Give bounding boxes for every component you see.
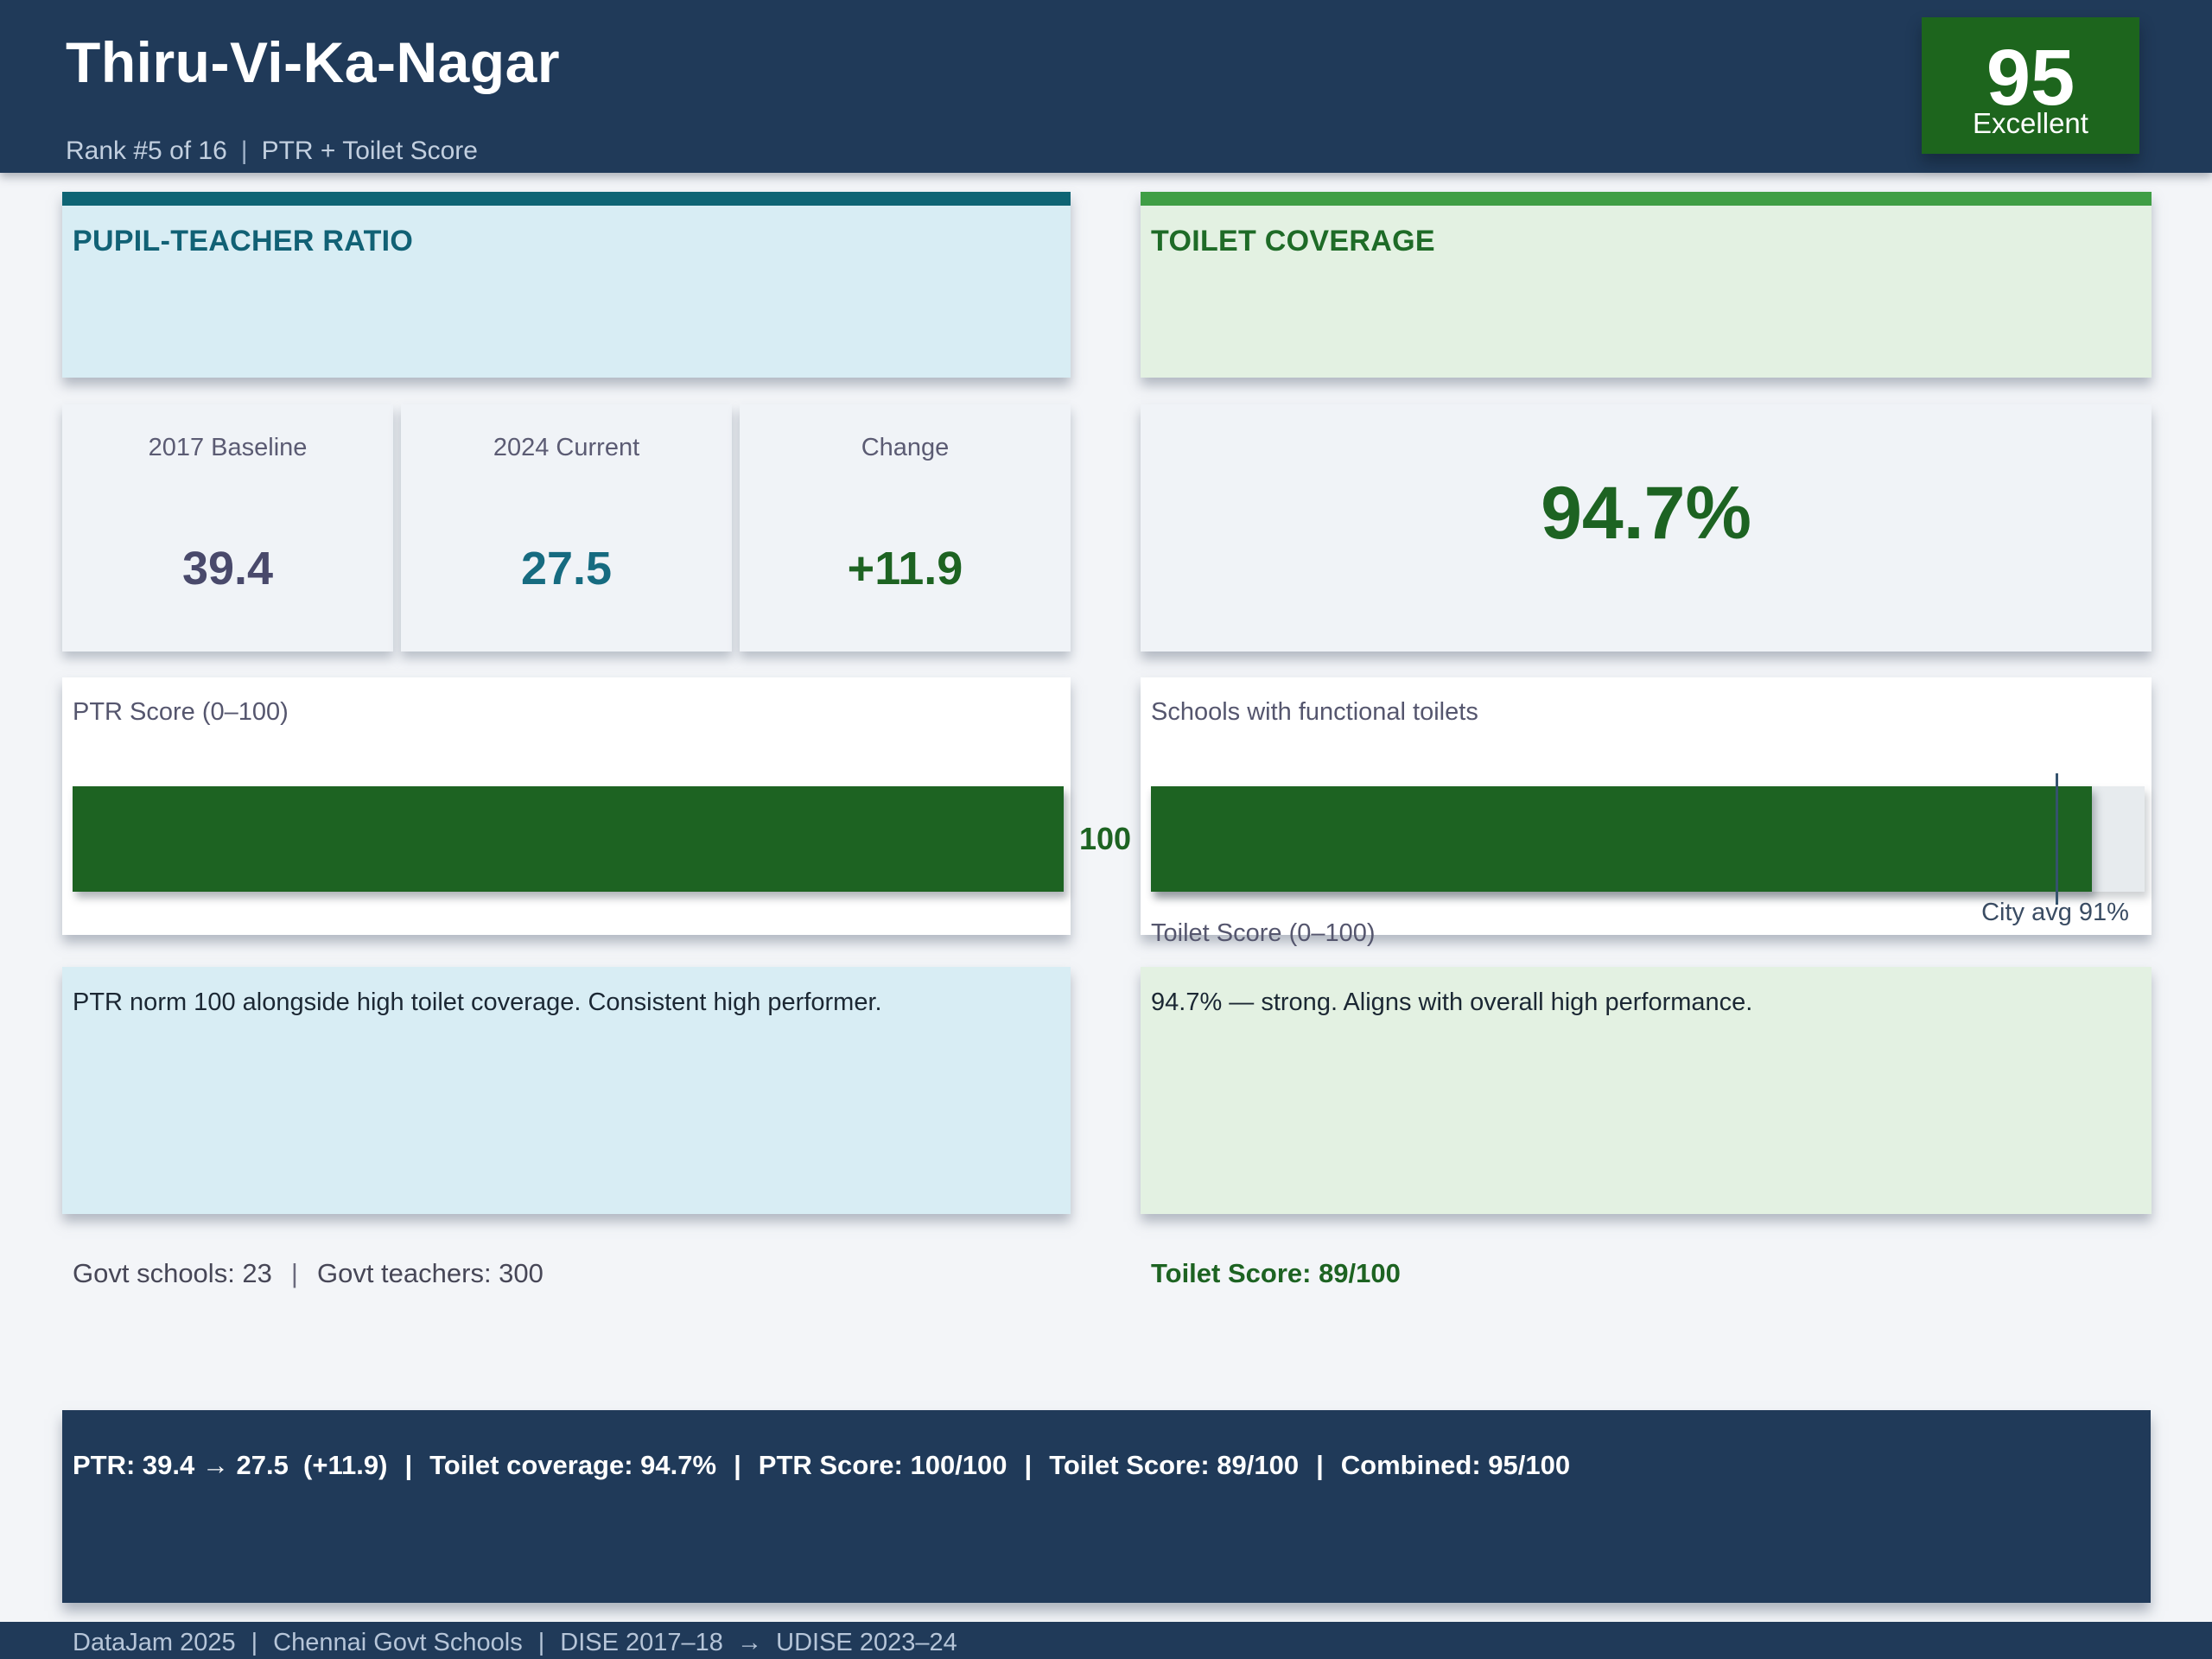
rank-text: Rank #5 of 16 xyxy=(66,137,227,165)
summary-toilet-coverage: Toilet coverage: 94.7% xyxy=(429,1450,717,1480)
summary-text: PTR: 39.4 → 27.5 (+11.9) | Toilet coverage… xyxy=(73,1450,1570,1481)
stat-value: 39.4 xyxy=(181,543,274,594)
toilet-card-header: TOILET COVERAGE xyxy=(1141,192,2152,378)
summary-separator: | xyxy=(1024,1450,1033,1480)
toilet-coverage-value: 94.7% xyxy=(1541,471,1751,555)
summary-toilet-score: Toilet Score: 89/100 xyxy=(1049,1450,1300,1480)
toilet-bar-fill xyxy=(1151,786,2093,892)
stat-tile-current: 2024 Current 27.5 xyxy=(401,404,732,652)
metric-text: PTR + Toilet Score xyxy=(261,137,478,165)
summary-separator: | xyxy=(734,1450,741,1480)
header: Thiru-Vi-Ka-Nagar Rank #5 of 16 | PTR + To… xyxy=(0,0,2212,173)
footer-event: DataJam 2025 xyxy=(73,1629,236,1656)
ptr-note-text: PTR norm 100 alongside high toilet cover… xyxy=(73,988,882,1016)
summary-separator: | xyxy=(1316,1450,1324,1480)
header-subtitle: Rank #5 of 16 | PTR + Toilet Score xyxy=(66,137,478,166)
govt-teachers-count: Govt teachers: 300 xyxy=(316,1258,543,1288)
ptr-score-bar xyxy=(73,786,1064,892)
ptr-note-box: PTR norm 100 alongside high toilet cover… xyxy=(62,967,1071,1214)
toilet-bar-label: Schools with functional toilets xyxy=(1151,698,1478,726)
toilet-card-title: TOILET COVERAGE xyxy=(1151,225,1435,257)
badge-rating-label: Excellent xyxy=(1973,107,2088,139)
toilet-score-line: Toilet Score: 89/100 xyxy=(1151,1258,1401,1288)
badge-score-value: 95 xyxy=(1986,34,2075,122)
footer-separator: | xyxy=(537,1629,545,1656)
ptr-score-value: 100 xyxy=(1079,821,1132,856)
page-title: Thiru-Vi-Ka-Nagar xyxy=(66,30,561,94)
stat-label: Change xyxy=(861,434,950,461)
stat-label: 2017 Baseline xyxy=(148,434,308,461)
footer-bar: DataJam 2025 | Chennai Govt Schools | DISE 2… xyxy=(0,1622,2212,1659)
stat-tile-change: Change +11.9 xyxy=(740,404,1071,652)
govt-schools-count: Govt schools: 23 xyxy=(73,1258,272,1288)
ptr-accent-strip xyxy=(62,192,1071,206)
ptr-card-title: PUPIL-TEACHER RATIO xyxy=(73,225,414,257)
stat-tile-baseline: 2017 Baseline 39.4 xyxy=(62,404,393,652)
footer-text: DataJam 2025 | Chennai Govt Schools | DISE 2… xyxy=(73,1629,957,1657)
stat-label: 2024 Current xyxy=(493,434,640,461)
toilet-score-axis-label: Toilet Score (0–100) xyxy=(1151,919,1376,947)
city-avg-label-row: City avg 91% xyxy=(1151,899,2145,933)
subtitle-separator: | xyxy=(240,137,248,165)
govt-stats-line: Govt schools: 23 | Govt teachers: 300 xyxy=(73,1258,543,1289)
city-avg-line xyxy=(2055,773,2058,905)
ptr-score-panel: PTR Score (0–100) xyxy=(62,677,1071,935)
toilet-coverage-panel: Schools with functional toilets City avg… xyxy=(1141,677,2152,935)
ptr-score-axis-label: PTR Score (0–100) xyxy=(73,698,289,726)
ptr-card-header: PUPIL-TEACHER RATIO xyxy=(62,192,1071,378)
toilet-note-box: 94.7% — strong. Aligns with overall high… xyxy=(1141,967,2152,1214)
summary-bar: PTR: 39.4 → 27.5 (+11.9) | Toilet coverage… xyxy=(62,1410,2151,1603)
summary-ptr-score: PTR Score: 100/100 xyxy=(758,1450,1007,1480)
summary-separator: | xyxy=(404,1450,413,1480)
toilet-note-text: 94.7% — strong. Aligns with overall high… xyxy=(1151,988,1753,1016)
ptr-stat-row: 2017 Baseline 39.4 2024 Current 27.5 Cha… xyxy=(62,404,1071,652)
toilet-coverage-bar xyxy=(1151,773,2145,905)
toilet-accent-strip xyxy=(1141,192,2152,206)
summary-combined: Combined: 95/100 xyxy=(1340,1450,1571,1480)
stat-value: 27.5 xyxy=(520,543,613,594)
score-badge: 95 Excellent xyxy=(1922,17,2139,154)
footer-sources: DISE 2017–18 → UDISE 2023–24 xyxy=(560,1629,957,1656)
stat-value: +11.9 xyxy=(847,543,963,594)
toilet-coverage-tile: 94.7% xyxy=(1141,404,2152,652)
ptr-bar-fill xyxy=(73,786,1064,892)
meta-separator: | xyxy=(290,1258,298,1288)
footer-dataset: Chennai Govt Schools xyxy=(273,1629,523,1656)
city-avg-label: City avg 91% xyxy=(1981,899,2129,926)
footer-separator: | xyxy=(251,1629,258,1656)
summary-ptr: PTR: 39.4 → 27.5 (+11.9) xyxy=(73,1450,388,1480)
